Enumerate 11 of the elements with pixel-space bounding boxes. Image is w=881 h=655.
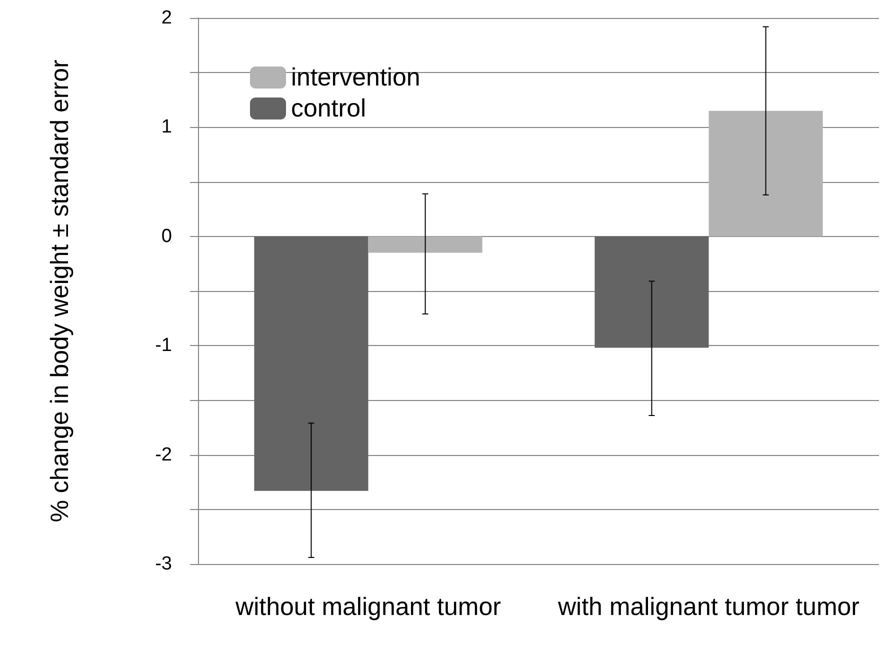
y-tick-label: 0 — [161, 226, 172, 247]
y-tick-label: 2 — [161, 8, 172, 28]
y-tick-label: -2 — [155, 444, 172, 466]
legend-label: intervention — [291, 64, 420, 92]
y-tick-label: -1 — [155, 335, 172, 356]
y-tick-label: -3 — [155, 554, 172, 574]
y-axis-title: % change in body weight ± standard error — [46, 60, 74, 522]
legend-label: control — [291, 94, 366, 122]
x-tick-label: without malignant tumor — [234, 593, 501, 621]
x-tick-label: with malignant tumor tumor — [556, 593, 860, 621]
y-tick-label: 1 — [161, 116, 172, 138]
